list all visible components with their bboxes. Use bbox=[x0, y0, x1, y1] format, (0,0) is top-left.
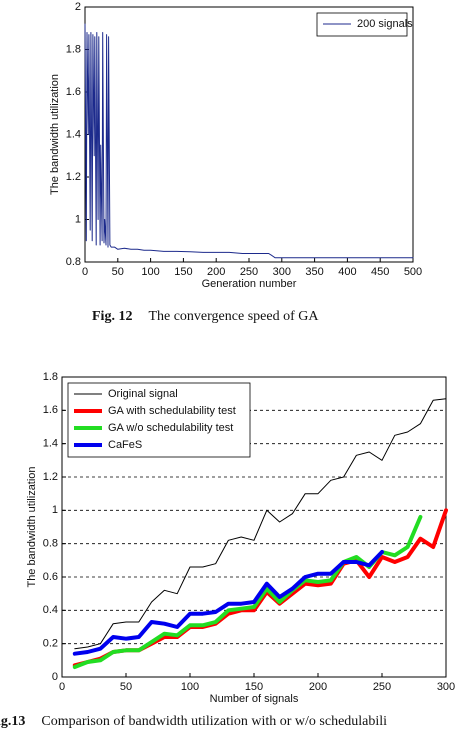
x-tick-label: 500 bbox=[404, 266, 422, 278]
y-tick-label: 1.2 bbox=[43, 471, 58, 483]
x-tick-label: 0 bbox=[82, 266, 88, 278]
x-tick-label: 0 bbox=[59, 681, 65, 693]
y-tick-label: 1.4 bbox=[43, 438, 58, 450]
caption-text: The convergence speed of GA bbox=[148, 309, 319, 324]
y-tick-label: 1.8 bbox=[43, 371, 58, 383]
y-tick-label: 1.8 bbox=[66, 43, 81, 55]
legend-label: CaFeS bbox=[108, 439, 142, 451]
y-tick-label: 2 bbox=[75, 1, 81, 13]
plot-area bbox=[84, 6, 414, 263]
y-tick-label: 0.6 bbox=[43, 571, 58, 583]
caption-label: ig.13 bbox=[0, 714, 25, 729]
legend-label: Original signal bbox=[108, 388, 178, 400]
x-tick-label: 450 bbox=[371, 266, 389, 278]
x-tick-label: 400 bbox=[338, 266, 356, 278]
y-tick-label: 0.2 bbox=[43, 638, 58, 650]
series-line bbox=[74, 398, 447, 650]
y-axis-label: The bandwidth utilization bbox=[49, 74, 61, 195]
caption: ig.13 Comparison of bandwidth utilization… bbox=[0, 714, 387, 729]
y-axis-label: The bandwidth utilization bbox=[26, 466, 38, 587]
legend-label: GA with schedulability test bbox=[108, 405, 236, 417]
x-tick-label: 100 bbox=[181, 681, 199, 693]
x-tick-label: 200 bbox=[309, 681, 327, 693]
caption: Fig. 12 The convergence speed of GA bbox=[92, 309, 319, 324]
x-tick-label: 100 bbox=[141, 266, 159, 278]
x-tick-label: 150 bbox=[245, 681, 263, 693]
legend-box bbox=[316, 12, 408, 37]
x-tick-label: 200 bbox=[207, 266, 225, 278]
y-tick-label: 1.6 bbox=[43, 404, 58, 416]
y-tick-label: 1 bbox=[75, 213, 81, 225]
x-tick-label: 350 bbox=[305, 266, 323, 278]
x-tick-label: 250 bbox=[240, 266, 258, 278]
x-tick-label: 50 bbox=[112, 266, 124, 278]
x-axis-label: Number of signals bbox=[210, 693, 299, 705]
x-tick-label: 300 bbox=[273, 266, 291, 278]
x-tick-label: 250 bbox=[373, 681, 391, 693]
x-tick-label: 50 bbox=[120, 681, 132, 693]
x-tick-label: 150 bbox=[174, 266, 192, 278]
caption-text: Comparison of bandwidth utilization with… bbox=[41, 714, 387, 729]
y-tick-label: 1 bbox=[52, 504, 58, 516]
legend-label: 200 signals bbox=[357, 18, 413, 30]
y-tick-label: 0.8 bbox=[66, 256, 81, 268]
caption-label: Fig. 12 bbox=[92, 309, 132, 324]
x-tick-label: 300 bbox=[437, 681, 455, 693]
series-line bbox=[84, 23, 414, 259]
y-tick-label: 1.2 bbox=[66, 171, 81, 183]
y-tick-label: 1.4 bbox=[66, 128, 81, 140]
y-tick-label: 0.4 bbox=[43, 604, 58, 616]
y-tick-label: 0.8 bbox=[43, 538, 58, 550]
x-axis-label: Generation number bbox=[202, 278, 297, 290]
y-tick-label: 1.6 bbox=[66, 86, 81, 98]
legend-label: GA w/o schedulability test bbox=[108, 422, 233, 434]
y-tick-label: 0 bbox=[52, 671, 58, 683]
